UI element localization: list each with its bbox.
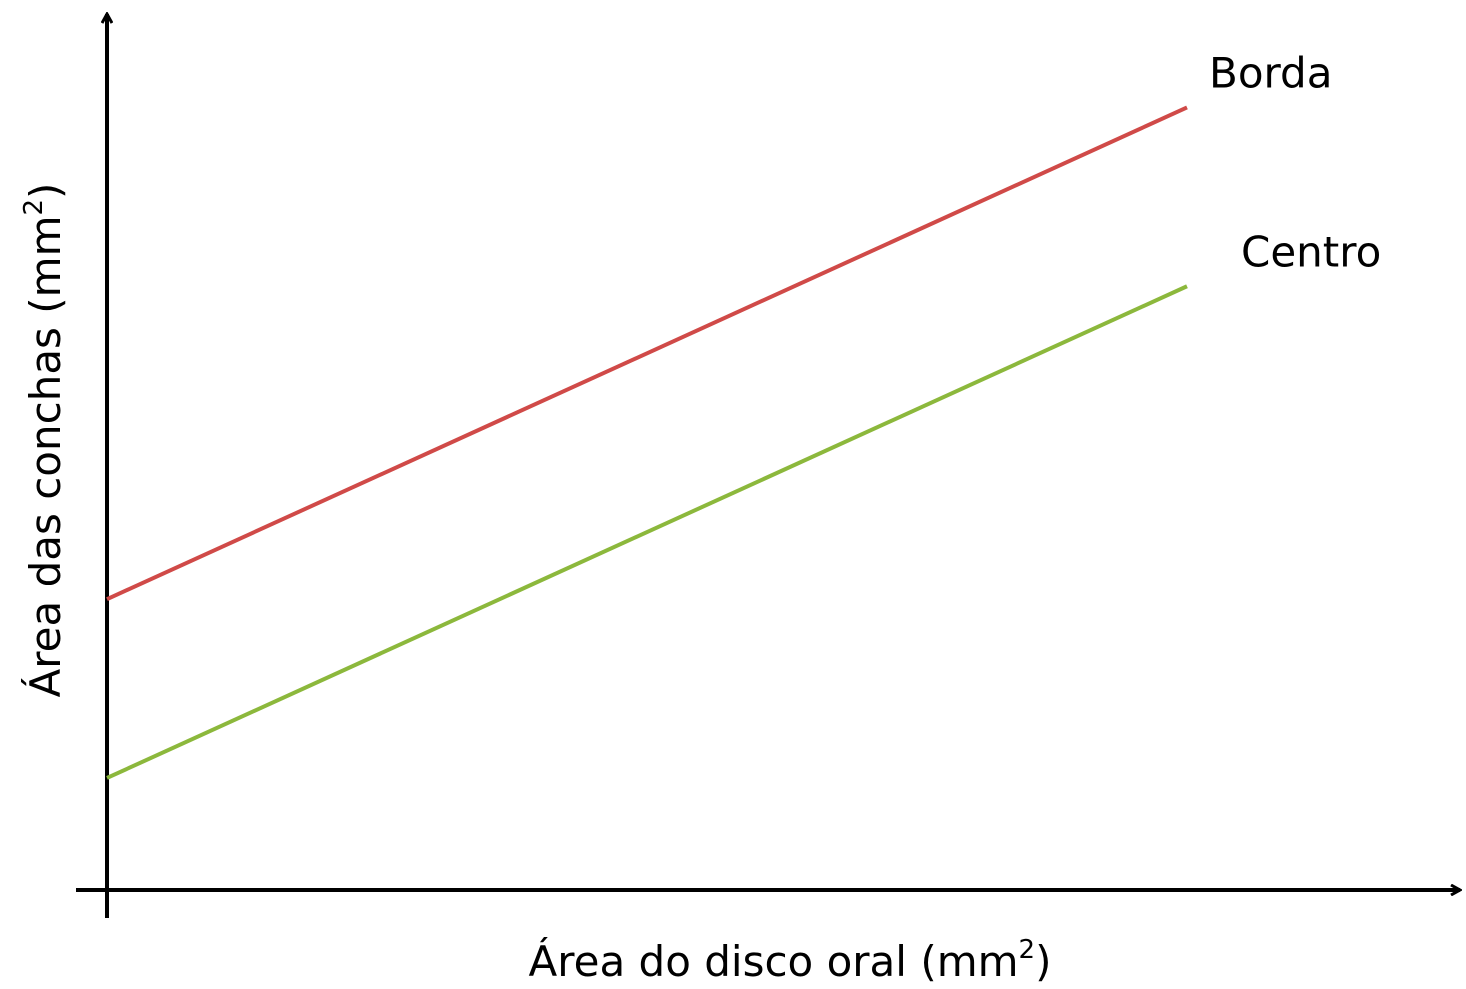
- label-layer: Borda Centro: [1209, 48, 1381, 276]
- series-line-borda: [106, 105, 1188, 601]
- x-axis-label-text: Área do disco oral (mm: [529, 936, 1019, 986]
- y-axis-label-close: ): [21, 183, 70, 199]
- series-label-borda: Borda: [1209, 48, 1332, 97]
- y-axis-label-superscript: 2: [19, 199, 49, 216]
- y-axis-label: Área das conchas (mm2): [19, 183, 70, 698]
- series-line-centro: [106, 284, 1188, 780]
- series-layer: [106, 105, 1188, 780]
- x-axis-label-close: ): [1035, 937, 1051, 986]
- series-label-centro: Centro: [1241, 227, 1381, 276]
- y-axis-label-text: Área das conchas (mm: [20, 216, 70, 698]
- x-axis-label-superscript: 2: [1019, 935, 1036, 965]
- x-axis-label: Área do disco oral (mm2): [529, 935, 1052, 986]
